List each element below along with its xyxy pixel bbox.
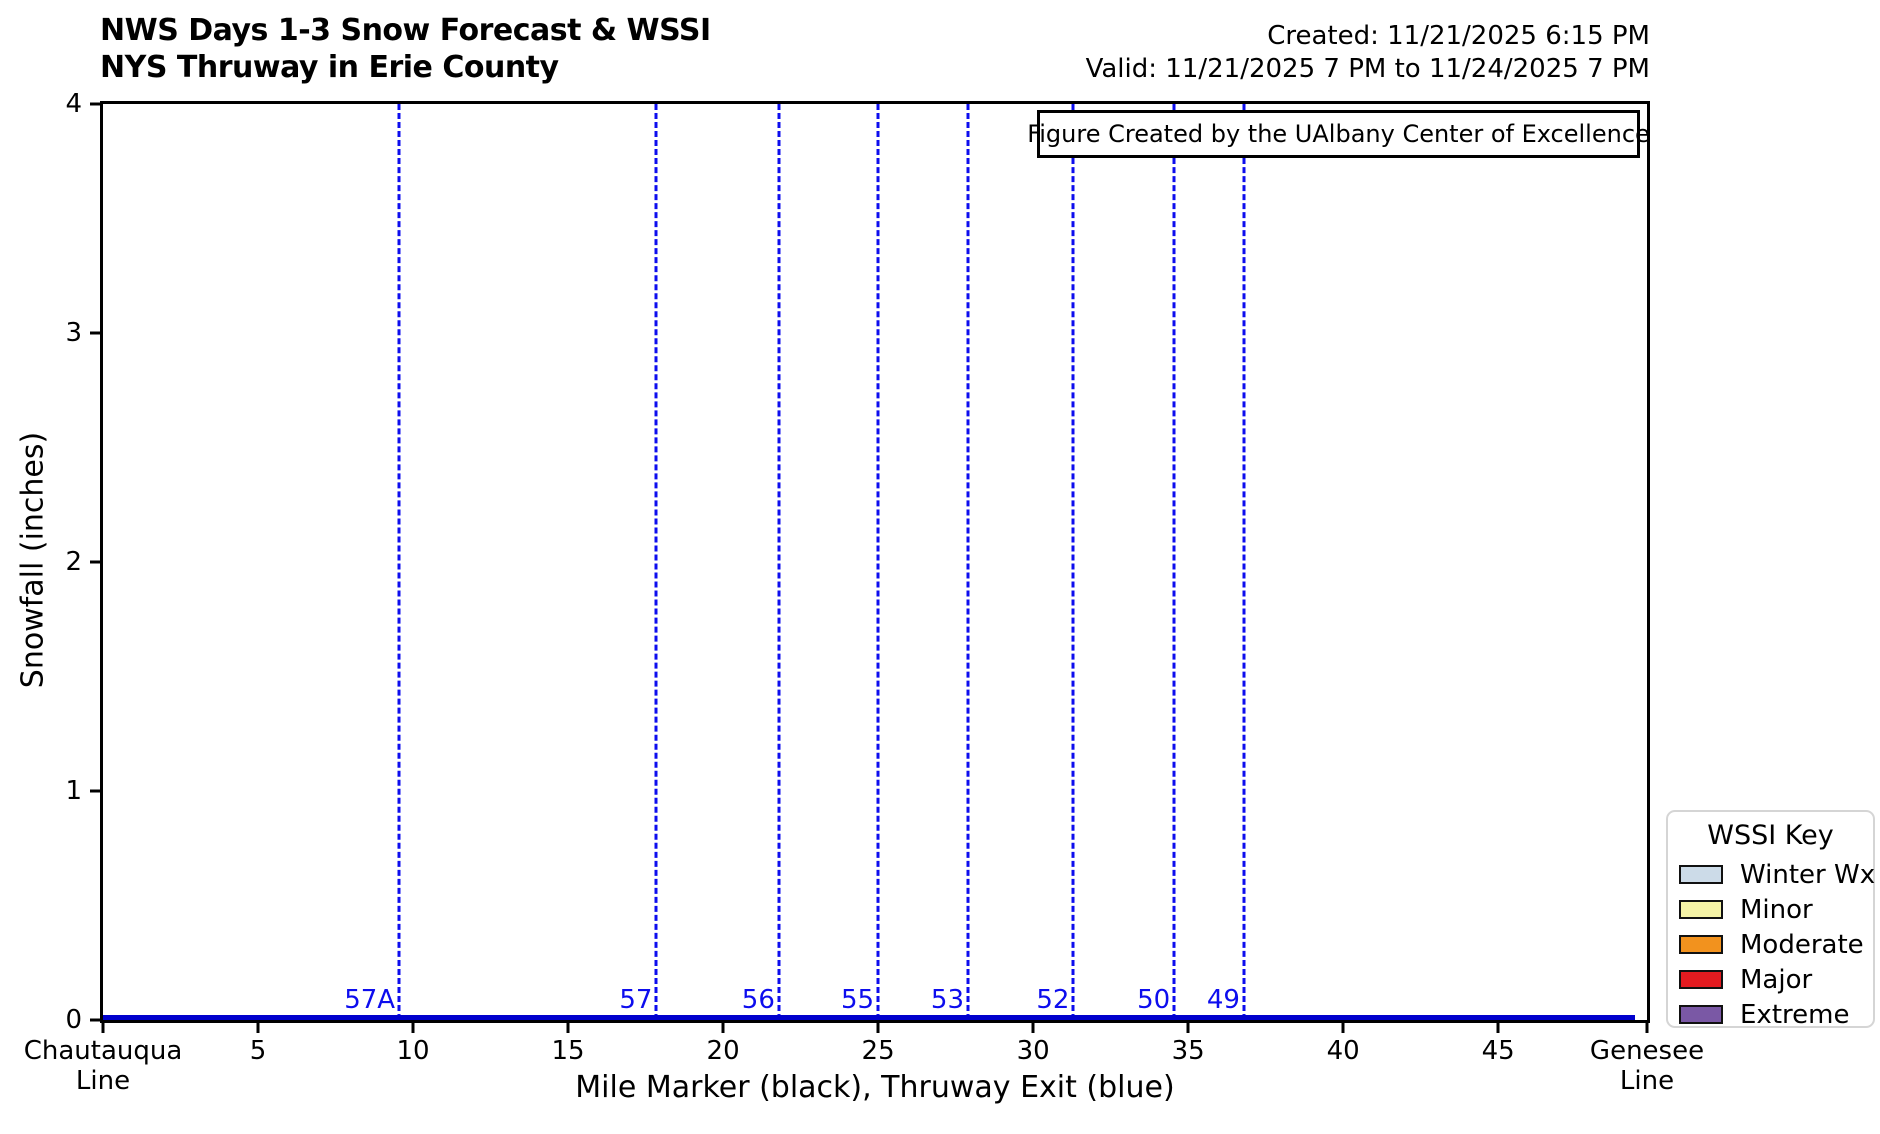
legend-row: Major xyxy=(1668,962,1873,997)
exit-label: 57 xyxy=(619,985,653,1015)
x-tick-mark xyxy=(1186,1020,1190,1033)
y-axis-label: Snowfall (inches) xyxy=(15,431,51,689)
timestamp-block: Created: 11/21/2025 6:15 PM Valid: 11/21… xyxy=(1086,20,1650,86)
legend-label: Minor xyxy=(1740,894,1813,925)
x-tick-label: 10 xyxy=(396,1036,430,1066)
x-tick-mark xyxy=(101,1020,105,1033)
snowfall-line xyxy=(103,1015,1635,1020)
exit-label: 55 xyxy=(841,985,875,1015)
exit-label: 53 xyxy=(930,985,964,1015)
legend-label: Moderate xyxy=(1740,929,1864,960)
created-timestamp: Created: 11/21/2025 6:15 PM xyxy=(1267,21,1650,51)
x-tick-label: 5 xyxy=(249,1036,267,1066)
x-axis-label: Mile Marker (black), Thruway Exit (blue) xyxy=(575,1070,1175,1105)
y-tick-label: 1 xyxy=(65,776,82,806)
exit-line xyxy=(654,104,658,1020)
y-tick-label: 2 xyxy=(65,547,82,577)
legend-swatch-winter-wx xyxy=(1679,865,1723,884)
exit-line xyxy=(966,104,970,1020)
legend-label: Major xyxy=(1740,964,1813,995)
exit-line xyxy=(397,104,401,1020)
x-tick-label: 30 xyxy=(1016,1036,1050,1066)
x-tick-label: 45 xyxy=(1481,1036,1515,1066)
x-tick-label: 40 xyxy=(1326,1036,1360,1066)
x-tick-mark xyxy=(1496,1020,1500,1033)
x-tick-mark xyxy=(256,1020,260,1033)
x-tick-label: Genesee Line xyxy=(1589,1036,1705,1096)
x-tick-mark xyxy=(721,1020,725,1033)
legend-row: Extreme xyxy=(1668,997,1873,1032)
x-tick-mark xyxy=(411,1020,415,1033)
exit-label: 57A xyxy=(344,985,396,1015)
x-tick-label: 20 xyxy=(706,1036,740,1066)
x-tick-mark xyxy=(566,1020,570,1033)
legend-row: Moderate xyxy=(1668,927,1873,962)
chart-title-line2: NYS Thruway in Erie County xyxy=(100,50,559,85)
legend-title: WSSI Key xyxy=(1707,820,1834,851)
legend-row: Minor xyxy=(1668,892,1873,927)
legend-swatch-major xyxy=(1679,970,1723,989)
chart-title-line1: NWS Days 1-3 Snow Forecast & WSSI xyxy=(100,13,711,48)
exit-label: 50 xyxy=(1137,985,1171,1015)
legend-swatch-minor xyxy=(1679,900,1723,919)
x-tick-label: 15 xyxy=(551,1036,585,1066)
legend-label: Winter Wx xyxy=(1740,859,1876,890)
plot-canvas: 57A 57 56 55 53 52 50 49 Chautauqua Line 5 10 15 20… xyxy=(24,89,1704,1096)
credit-annotation: Figure Created by the UAlbany Center of … xyxy=(1027,110,1650,158)
exit-line xyxy=(777,104,781,1020)
exit-label: 49 xyxy=(1206,985,1240,1015)
y-tick-mark xyxy=(90,560,103,564)
valid-period: Valid: 11/21/2025 7 PM to 11/24/2025 7 P… xyxy=(1085,54,1650,84)
legend-swatch-moderate xyxy=(1679,935,1723,954)
x-tick-mark xyxy=(1645,1020,1649,1033)
y-tick-mark xyxy=(90,102,103,106)
exit-label: 56 xyxy=(741,985,775,1015)
exit-line xyxy=(876,104,880,1020)
x-tick-mark xyxy=(876,1020,880,1033)
y-tick-mark xyxy=(90,789,103,793)
x-tick-label: Chautauqua Line xyxy=(23,1036,183,1096)
y-tick-label: 4 xyxy=(65,89,82,119)
wssi-legend: WSSI Key Winter Wx Minor Moderate Major Extr… xyxy=(1666,810,1875,1030)
exit-line xyxy=(1071,104,1075,1020)
exit-line xyxy=(1172,104,1176,1020)
y-tick-mark xyxy=(90,1018,103,1022)
y-tick-mark xyxy=(90,331,103,335)
x-tick-mark xyxy=(1031,1020,1035,1033)
legend-row: Winter Wx xyxy=(1668,857,1876,892)
y-tick-label: 3 xyxy=(65,318,82,348)
exit-line xyxy=(1242,104,1246,1020)
plot-area: 57A 57 56 55 53 52 50 49 Chautauqua Line 5 10 15 20… xyxy=(24,89,1704,1096)
x-tick-mark xyxy=(1341,1020,1345,1033)
legend-rows: Winter Wx Minor Moderate Major Extreme xyxy=(1668,857,1876,1032)
y-tick-label: 0 xyxy=(65,1005,82,1035)
chart-title: NWS Days 1-3 Snow Forecast & WSSI NYS Th… xyxy=(100,12,711,86)
x-tick-label: 25 xyxy=(861,1036,895,1066)
legend-label: Extreme xyxy=(1740,999,1850,1030)
exit-label: 52 xyxy=(1036,985,1070,1015)
legend-swatch-extreme xyxy=(1679,1005,1723,1024)
x-tick-label: 35 xyxy=(1171,1036,1205,1066)
